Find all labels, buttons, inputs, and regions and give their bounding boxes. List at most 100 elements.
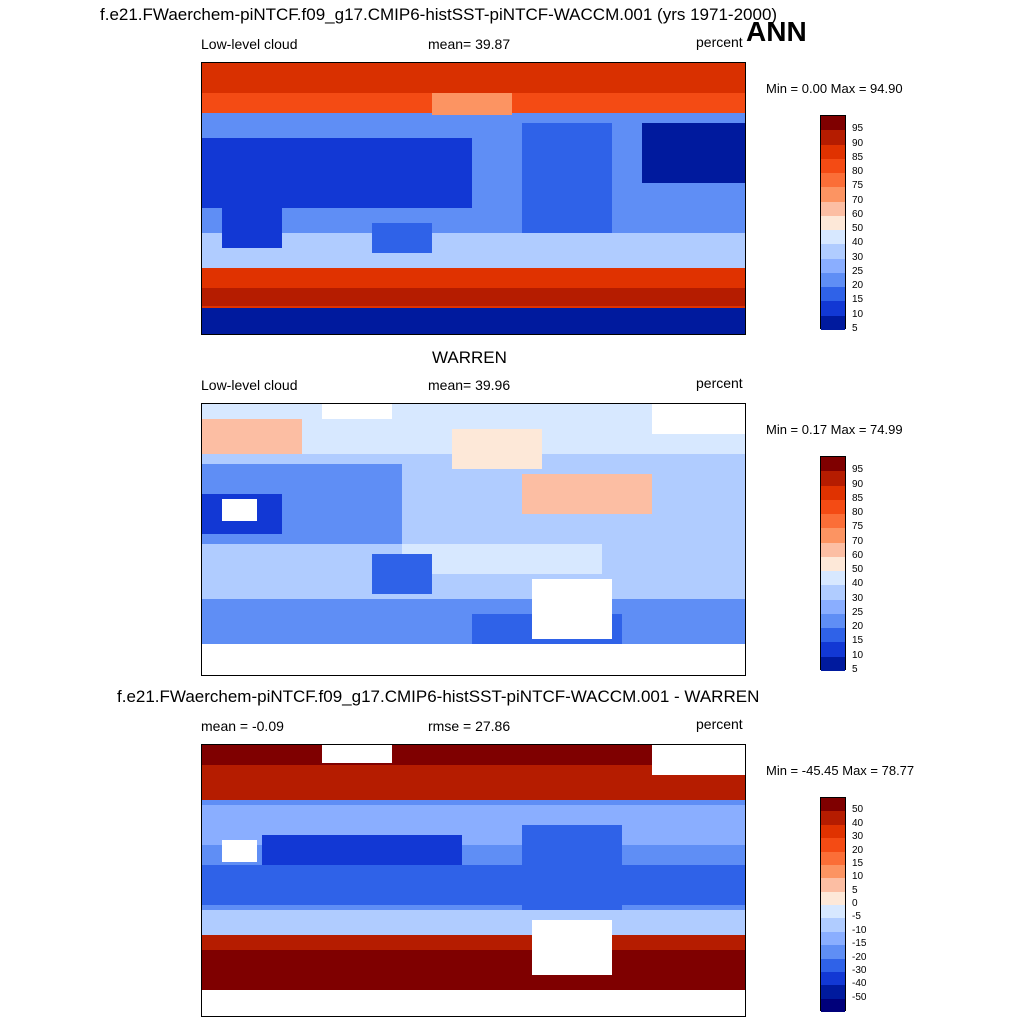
colorbar-tick-label: -10 — [852, 924, 867, 936]
panel2-map — [201, 403, 746, 676]
colorbar-tick-label: -15 — [852, 938, 867, 950]
colorbar-swatch — [821, 244, 845, 259]
colorbar-tick-label: 95 — [852, 464, 864, 476]
colorbar-swatch — [821, 971, 845, 986]
colorbar-swatch — [821, 985, 845, 999]
colorbar-swatch — [821, 230, 845, 245]
colorbar-tick-label: 5 — [852, 884, 858, 896]
colorbar-tick-label: 80 — [852, 507, 864, 519]
panel1-colorbar — [820, 115, 846, 330]
colorbar-tick-label: 15 — [852, 635, 864, 647]
colorbar-swatch — [821, 891, 845, 905]
panel1-minmax: Min = 0.00 Max = 94.90 — [766, 81, 903, 96]
colorbar-swatch — [821, 315, 845, 330]
colorbar-swatch — [821, 173, 845, 188]
colorbar-tick-label: 75 — [852, 521, 864, 533]
colorbar-swatch — [821, 144, 845, 159]
colorbar-swatch — [821, 998, 845, 1012]
colorbar-tick-label: 40 — [852, 817, 864, 829]
colorbar-tick-label: 15 — [852, 294, 864, 306]
colorbar-swatch — [821, 457, 845, 472]
colorbar-tick-label: 5 — [852, 323, 858, 334]
colorbar-tick-label: 50 — [852, 223, 864, 235]
colorbar-tick-label: -50 — [852, 991, 867, 1003]
panel2-minmax: Min = 0.17 Max = 74.99 — [766, 422, 903, 437]
panel3-units-label: percent — [696, 716, 743, 732]
colorbar-tick-label: 60 — [852, 549, 864, 561]
colorbar-swatch — [821, 485, 845, 500]
colorbar-swatch — [821, 811, 845, 825]
panel2-title: WARREN — [432, 348, 507, 367]
colorbar-swatch — [821, 272, 845, 288]
panel1-map — [201, 62, 746, 335]
panel3-colorbar — [820, 797, 846, 1012]
colorbar-tick-label: 5 — [852, 664, 858, 675]
colorbar-swatch — [821, 258, 845, 273]
colorbar-tick-label: 30 — [852, 251, 864, 263]
panel3-map — [201, 744, 746, 1017]
colorbar-tick-label: 0 — [852, 898, 858, 909]
colorbar-swatch — [821, 201, 845, 216]
colorbar-tick-label: 50 — [852, 564, 864, 576]
panel2-left-label: Low-level cloud — [201, 377, 298, 393]
colorbar-tick-label: -30 — [852, 964, 867, 976]
colorbar-swatch — [821, 905, 845, 919]
colorbar-swatch — [821, 585, 845, 600]
panel3-minmax: Min = -45.45 Max = 78.77 — [766, 763, 915, 778]
colorbar-tick-label: 90 — [852, 137, 864, 149]
colorbar-swatch — [821, 931, 845, 946]
colorbar-swatch — [821, 798, 845, 812]
colorbar-tick-label: 10 — [852, 649, 864, 661]
panel2-mean-label: mean= 39.96 — [428, 377, 511, 393]
colorbar-swatch — [821, 851, 845, 865]
colorbar-tick-label: 10 — [852, 308, 864, 320]
colorbar-tick-label: 20 — [852, 280, 864, 292]
panel3-rmse-label: rmse = 27.86 — [428, 718, 511, 734]
colorbar-tick-label: 40 — [852, 578, 864, 590]
colorbar-tick-label: 20 — [852, 621, 864, 633]
colorbar-swatch — [821, 571, 845, 586]
colorbar-tick-label: 85 — [852, 492, 864, 504]
colorbar-swatch — [821, 838, 845, 852]
colorbar-tick-label: 60 — [852, 208, 864, 220]
panel3-title: f.e21.FWaerchem-piNTCF.f09_g17.CMIP6-his… — [117, 687, 760, 706]
colorbar-tick-label: -5 — [852, 911, 861, 923]
colorbar-swatch — [821, 642, 845, 657]
colorbar-swatch — [821, 514, 845, 529]
season-label: ANN — [746, 16, 807, 47]
colorbar-tick-label: 40 — [852, 237, 864, 249]
colorbar-swatch — [821, 918, 845, 932]
colorbar-swatch — [821, 471, 845, 486]
colorbar-tick-label: 85 — [852, 151, 864, 163]
panel3-mean-label: mean = -0.09 — [201, 718, 284, 734]
colorbar-tick-label: 70 — [852, 194, 864, 206]
panel1-units-label: percent — [696, 34, 743, 50]
colorbar-swatch — [821, 556, 845, 572]
colorbar-swatch — [821, 116, 845, 131]
colorbar-tick-label: 20 — [852, 844, 864, 856]
colorbar-swatch — [821, 945, 845, 959]
colorbar-swatch — [821, 287, 845, 302]
colorbar-tick-label: 30 — [852, 592, 864, 604]
colorbar-swatch — [821, 599, 845, 614]
colorbar-swatch — [821, 301, 845, 316]
colorbar-tick-label: 80 — [852, 166, 864, 178]
panel1-map-canvas — [202, 63, 745, 334]
colorbar-tick-label: -20 — [852, 951, 867, 963]
panel1-left-label: Low-level cloud — [201, 36, 298, 52]
colorbar-swatch — [821, 499, 845, 515]
colorbar-swatch — [821, 878, 845, 892]
colorbar-tick-label: 75 — [852, 180, 864, 192]
panel2-colorbar — [820, 456, 846, 671]
colorbar-swatch — [821, 187, 845, 202]
colorbar-tick-label: 10 — [852, 871, 864, 883]
colorbar-swatch — [821, 958, 845, 972]
colorbar-tick-label: 50 — [852, 804, 864, 816]
colorbar-tick-label: 25 — [852, 265, 864, 277]
colorbar-tick-label: 95 — [852, 123, 864, 135]
panel2-map-canvas — [202, 404, 745, 675]
figure-title: f.e21.FWaerchem-piNTCF.f09_g17.CMIP6-his… — [100, 5, 778, 24]
colorbar-swatch — [821, 656, 845, 671]
colorbar-tick-label: 15 — [852, 857, 864, 869]
colorbar-swatch — [821, 824, 845, 839]
